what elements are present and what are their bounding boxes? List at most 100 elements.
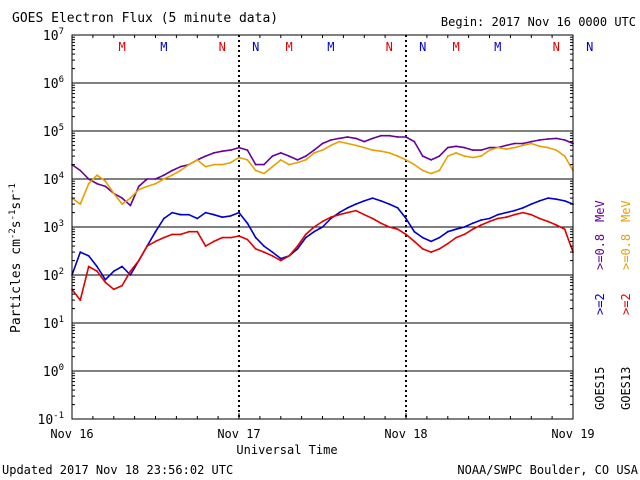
x-tick-label: Nov 19 (551, 427, 594, 441)
data-point (371, 149, 374, 152)
data-point (279, 152, 282, 154)
marker-m: M (494, 40, 501, 54)
data-point (246, 159, 249, 161)
data-point (413, 230, 416, 233)
data-point (330, 144, 332, 147)
data-point (496, 213, 499, 216)
data-point (204, 245, 207, 248)
data-point (238, 235, 240, 237)
y-tick-label: 101 (43, 315, 64, 332)
data-point (513, 146, 516, 149)
data-point (505, 211, 508, 214)
data-point (396, 155, 399, 158)
data-point (313, 149, 315, 152)
data-point (455, 228, 457, 231)
data-point (513, 213, 516, 216)
data-point (338, 140, 341, 143)
data-point (137, 259, 140, 262)
data-point (488, 146, 491, 149)
data-point (496, 217, 499, 220)
data-point (538, 217, 541, 220)
series-goes13-0-8-mev (71, 140, 574, 206)
data-point (438, 248, 441, 250)
data-point (538, 139, 541, 141)
data-point (188, 213, 190, 216)
data-point (129, 270, 132, 273)
marker-n: N (219, 40, 226, 54)
data-point (346, 142, 349, 145)
data-point (330, 216, 332, 219)
data-point (430, 240, 432, 243)
data-point (271, 165, 274, 168)
data-point (229, 161, 232, 164)
data-point (547, 197, 549, 200)
data-point (321, 149, 324, 152)
data-point (129, 274, 132, 276)
data-point (87, 182, 90, 185)
data-point (213, 152, 215, 154)
data-point (146, 185, 149, 188)
marker-m: M (327, 40, 334, 54)
data-point (87, 178, 90, 180)
data-point (154, 230, 157, 233)
marker-n: N (252, 40, 259, 54)
legend-goes13-mev: MeV (619, 200, 633, 222)
data-point (229, 215, 232, 217)
data-point (430, 251, 432, 254)
legend-goes13-label: GOES13 (619, 367, 633, 410)
data-point (246, 222, 249, 225)
data-point (279, 257, 282, 260)
data-point (488, 220, 491, 223)
data-point (505, 216, 508, 219)
data-point (296, 161, 299, 164)
data-point (96, 265, 98, 268)
data-point (371, 217, 374, 220)
data-point (388, 203, 391, 206)
data-point (213, 240, 215, 243)
data-point (355, 209, 357, 212)
data-point (179, 213, 182, 216)
series-layer (71, 134, 574, 301)
data-point (246, 238, 249, 241)
data-point (121, 284, 123, 287)
data-point (555, 224, 558, 226)
data-point (396, 207, 399, 209)
data-point (246, 149, 249, 152)
data-point (112, 270, 115, 273)
data-point (121, 197, 123, 200)
data-point (221, 216, 224, 219)
marker-n: N (553, 40, 560, 54)
data-point (413, 240, 416, 243)
data-point (455, 236, 457, 239)
data-point (171, 211, 174, 214)
data-point (238, 211, 240, 214)
data-point (363, 140, 366, 143)
data-point (279, 259, 282, 262)
marker-n: N (386, 40, 393, 54)
data-point (171, 174, 174, 177)
x-axis-ticks: Nov 16 Nov 17 Nov 18 Nov 19 (50, 35, 595, 441)
x-tick-label: Nov 17 (217, 427, 260, 441)
data-point (238, 146, 240, 149)
data-point (463, 155, 466, 158)
data-point (296, 245, 299, 248)
marker-n: N (419, 40, 426, 54)
data-point (421, 155, 424, 158)
marker-m: M (452, 40, 459, 54)
data-point (121, 203, 123, 206)
data-point (471, 228, 474, 231)
data-point (446, 230, 449, 233)
y-axis-ticks: 107 106 105 104 103 102 101 100 10-1 (38, 27, 573, 428)
data-point (455, 152, 457, 154)
data-point (271, 155, 274, 158)
data-point (271, 251, 274, 254)
data-point (254, 169, 257, 172)
data-point (254, 236, 257, 239)
data-point (555, 137, 558, 140)
data-point (221, 163, 224, 166)
data-point (271, 255, 274, 257)
x-tick-label: Nov 16 (50, 427, 93, 441)
series-line-goes15-0-8-mev (71, 134, 574, 207)
data-point (279, 159, 282, 161)
